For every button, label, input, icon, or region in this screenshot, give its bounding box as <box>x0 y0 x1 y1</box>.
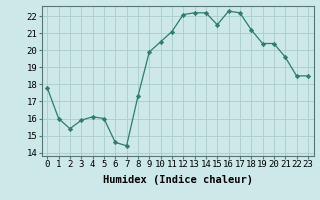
X-axis label: Humidex (Indice chaleur): Humidex (Indice chaleur) <box>103 175 252 185</box>
